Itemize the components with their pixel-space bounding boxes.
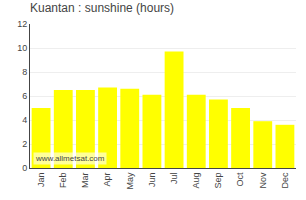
svg-text:Nov: Nov <box>258 172 268 189</box>
svg-text:www.allmetsat.com: www.allmetsat.com <box>35 154 105 163</box>
svg-text:Aug: Aug <box>191 173 201 189</box>
svg-text:Jan: Jan <box>36 173 46 188</box>
svg-text:2: 2 <box>22 139 27 149</box>
svg-text:8: 8 <box>22 67 27 77</box>
svg-text:Feb: Feb <box>58 173 68 189</box>
svg-text:Oct: Oct <box>236 172 246 187</box>
svg-text:4: 4 <box>22 115 27 125</box>
svg-text:Jun: Jun <box>147 173 157 188</box>
svg-text:12: 12 <box>17 19 27 29</box>
svg-text:Sep: Sep <box>213 173 223 189</box>
svg-text:6: 6 <box>22 91 27 101</box>
svg-text:Jul: Jul <box>169 173 179 185</box>
svg-text:10: 10 <box>17 43 27 53</box>
svg-text:Apr: Apr <box>103 173 113 187</box>
svg-text:0: 0 <box>22 163 27 173</box>
svg-text:Kuantan : sunshine (hours): Kuantan : sunshine (hours) <box>30 1 174 15</box>
svg-text:Mar: Mar <box>80 173 90 189</box>
svg-text:Dec: Dec <box>280 172 290 189</box>
svg-text:May: May <box>125 172 135 190</box>
